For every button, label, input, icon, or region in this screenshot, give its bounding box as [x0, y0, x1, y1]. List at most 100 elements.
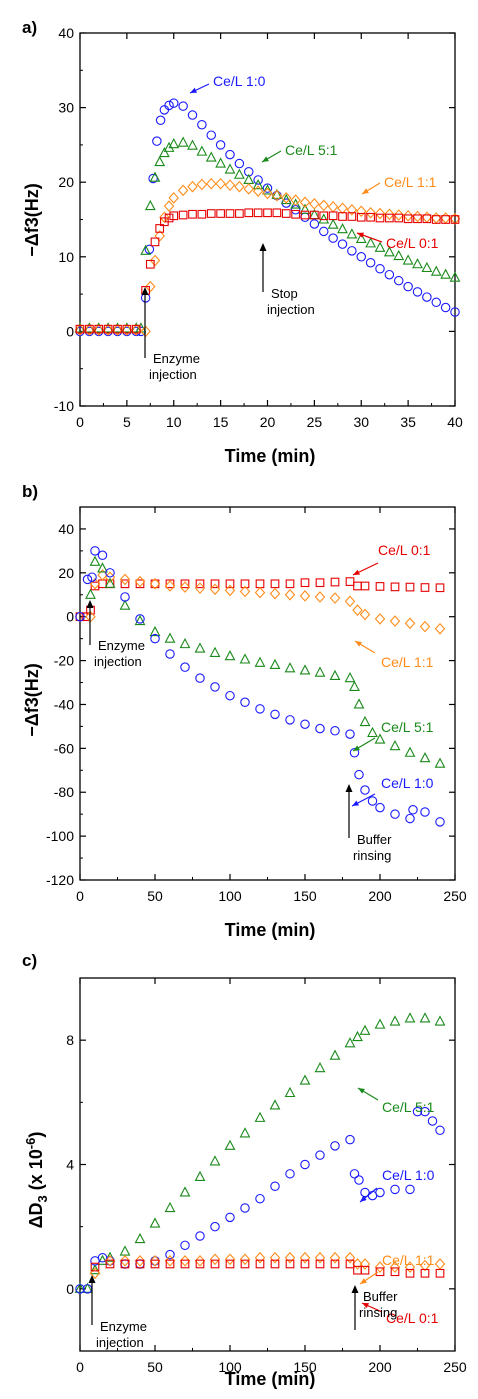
data-point [435, 1125, 445, 1136]
series-ce-l-1-1 [74, 177, 461, 338]
data-point [420, 807, 430, 817]
x-tick-label: 100 [218, 1359, 242, 1375]
data-point [119, 1245, 131, 1256]
data-point [412, 1106, 423, 1117]
data-point [134, 1232, 146, 1244]
data-point [420, 1268, 430, 1278]
series-ce-l-5-1 [74, 136, 461, 333]
y-tick-label: 30 [58, 100, 74, 116]
data-point [356, 212, 366, 222]
data-point [285, 1169, 295, 1179]
x-tick-label: 25 [307, 414, 323, 430]
series-label: Ce/L 0:1 [378, 542, 431, 558]
data-point [187, 139, 198, 150]
data-point [327, 218, 339, 229]
data-point [206, 209, 216, 218]
data-point [74, 1282, 86, 1293]
data-point [135, 614, 145, 624]
data-point [150, 237, 160, 247]
data-point [225, 579, 235, 589]
data-point [403, 281, 413, 292]
data-point [413, 214, 422, 224]
data-point [262, 184, 273, 195]
y-tick-label: 4 [66, 1157, 74, 1173]
data-point [374, 1261, 386, 1273]
data-point [178, 210, 188, 220]
x-tick-label: 15 [213, 414, 229, 430]
annotation-text: Enzyme injection [149, 351, 200, 382]
series-label-arrowhead [352, 800, 359, 806]
data-point [224, 1253, 236, 1266]
data-point [434, 1015, 446, 1026]
data-point [390, 582, 400, 592]
x-tick-label: 50 [147, 888, 163, 904]
data-point [449, 271, 461, 282]
data-point [90, 1262, 100, 1272]
data-point [140, 244, 152, 255]
data-point [299, 1074, 311, 1085]
data-point [164, 1255, 176, 1267]
data-point [328, 211, 338, 221]
data-point [299, 196, 311, 209]
data-point [210, 1221, 220, 1232]
data-point [349, 680, 360, 691]
y-tick-label: -80 [54, 784, 74, 800]
data-point [148, 173, 158, 184]
data-point [82, 574, 93, 585]
data-point [300, 578, 310, 588]
data-point [404, 617, 416, 630]
data-point [314, 591, 326, 603]
data-point [356, 205, 367, 218]
data-point [412, 287, 423, 297]
series-ce-l-0-1 [75, 208, 460, 334]
data-point [145, 280, 156, 293]
data-point [352, 1030, 363, 1042]
data-point [299, 664, 311, 675]
data-point [122, 324, 132, 334]
series-ce-l-0-1 [90, 1259, 445, 1278]
data-point [315, 723, 325, 734]
plot-frame [79, 977, 456, 1352]
data-point [210, 579, 220, 589]
data-point [315, 1150, 325, 1160]
data-point [315, 578, 325, 588]
data-point [419, 752, 431, 763]
data-point [347, 246, 357, 256]
series-label: Ce/L 0:1 [386, 1310, 439, 1326]
series-ce-l-1-0 [75, 546, 445, 827]
data-point [215, 157, 227, 168]
series-label: Ce/L 5:1 [285, 142, 338, 158]
y-tick-label: -60 [54, 740, 74, 756]
data-point [149, 577, 161, 590]
data-point [385, 213, 394, 223]
data-point [269, 658, 281, 670]
data-point [419, 620, 431, 633]
data-point [145, 259, 155, 269]
data-point [441, 215, 450, 224]
data-point [427, 1116, 438, 1126]
data-point [345, 577, 355, 586]
data-point [435, 817, 445, 827]
data-point [290, 205, 301, 215]
data-point [330, 1141, 340, 1151]
data-point [375, 1267, 385, 1277]
data-point [421, 261, 433, 273]
data-point [284, 662, 296, 673]
data-point [119, 1255, 131, 1267]
y-axis-title-b: −Δf3(Hz) [22, 663, 42, 736]
data-point [314, 666, 326, 677]
data-point [74, 324, 86, 336]
data-point [384, 208, 395, 221]
data-point [180, 1240, 190, 1251]
data-point [375, 802, 385, 813]
panel-label-b: b) [22, 482, 38, 501]
data-point [180, 579, 190, 589]
data-point [422, 292, 432, 302]
series-label-arrowhead [360, 1195, 367, 1202]
data-point [402, 209, 414, 222]
data-point [165, 649, 175, 659]
data-point [164, 100, 174, 111]
data-point [384, 269, 395, 280]
data-point [82, 1282, 93, 1293]
data-point [347, 212, 357, 221]
